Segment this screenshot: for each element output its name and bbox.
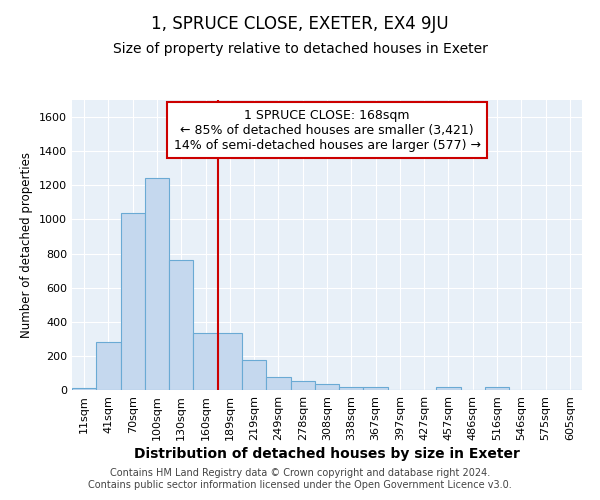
Bar: [218, 333, 242, 390]
Bar: [436, 388, 461, 390]
Bar: [72, 388, 96, 390]
Bar: [169, 260, 193, 390]
Text: 1 SPRUCE CLOSE: 168sqm
← 85% of detached houses are smaller (3,421)
14% of semi-: 1 SPRUCE CLOSE: 168sqm ← 85% of detached…: [173, 108, 481, 152]
Bar: [96, 342, 121, 390]
Bar: [145, 178, 169, 390]
Bar: [242, 360, 266, 390]
Bar: [315, 384, 339, 390]
Bar: [121, 212, 145, 390]
Bar: [364, 388, 388, 390]
Text: Size of property relative to detached houses in Exeter: Size of property relative to detached ho…: [113, 42, 487, 56]
Bar: [339, 386, 364, 390]
Text: Contains HM Land Registry data © Crown copyright and database right 2024.
Contai: Contains HM Land Registry data © Crown c…: [88, 468, 512, 490]
Bar: [485, 388, 509, 390]
Bar: [193, 333, 218, 390]
X-axis label: Distribution of detached houses by size in Exeter: Distribution of detached houses by size …: [134, 447, 520, 461]
Text: 1, SPRUCE CLOSE, EXETER, EX4 9JU: 1, SPRUCE CLOSE, EXETER, EX4 9JU: [151, 15, 449, 33]
Bar: [266, 377, 290, 390]
Y-axis label: Number of detached properties: Number of detached properties: [20, 152, 34, 338]
Bar: [290, 382, 315, 390]
